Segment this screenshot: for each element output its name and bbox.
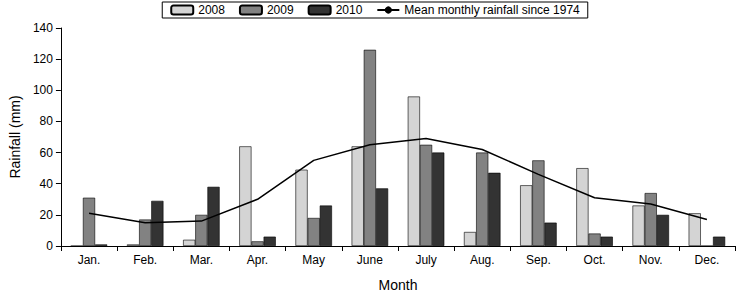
svg-text:40: 40 <box>40 177 54 191</box>
svg-text:Mar.: Mar. <box>190 253 213 267</box>
svg-text:Jan.: Jan. <box>78 253 101 267</box>
svg-text:Month: Month <box>378 277 417 293</box>
svg-text:0: 0 <box>46 239 53 253</box>
svg-text:80: 80 <box>40 114 54 128</box>
svg-text:20: 20 <box>40 208 54 222</box>
svg-text:Mean monthly rainfall since 19: Mean monthly rainfall since 1974 <box>404 3 580 17</box>
svg-text:Dec.: Dec. <box>695 253 720 267</box>
svg-text:Feb.: Feb. <box>133 253 157 267</box>
svg-text:120: 120 <box>33 52 53 66</box>
svg-text:Aug.: Aug. <box>470 253 495 267</box>
svg-text:July: July <box>415 253 436 267</box>
svg-text:100: 100 <box>33 83 53 97</box>
svg-text:Sep.: Sep. <box>526 253 551 267</box>
svg-text:May: May <box>302 253 325 267</box>
svg-text:140: 140 <box>33 21 53 35</box>
svg-text:Oct.: Oct. <box>584 253 606 267</box>
svg-text:Nov.: Nov. <box>639 253 663 267</box>
svg-text:June: June <box>357 253 383 267</box>
svg-text:Rainfall (mm): Rainfall (mm) <box>7 95 23 178</box>
svg-text:2009: 2009 <box>267 3 294 17</box>
svg-text:60: 60 <box>40 146 54 160</box>
svg-text:2008: 2008 <box>198 3 225 17</box>
svg-text:Apr.: Apr. <box>247 253 268 267</box>
svg-text:2010: 2010 <box>336 3 363 17</box>
